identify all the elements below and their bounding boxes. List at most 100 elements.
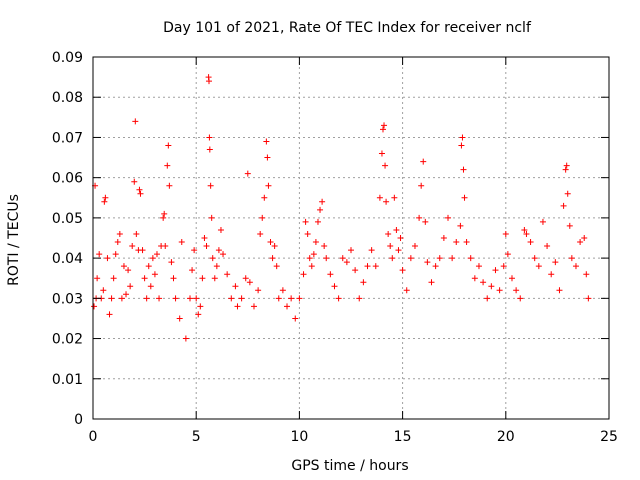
data-point [114, 239, 121, 246]
data-point [376, 194, 383, 201]
data-point [209, 255, 216, 262]
data-point [279, 287, 286, 294]
data-point [261, 194, 268, 201]
y-tick-label: 0.09 [52, 50, 83, 66]
data-point [502, 230, 509, 237]
data-point [193, 295, 200, 302]
data-point [217, 226, 224, 233]
data-point [395, 247, 402, 254]
x-tick-label: 15 [394, 429, 412, 445]
data-point [508, 275, 515, 282]
data-point [397, 235, 404, 241]
data-point [161, 210, 168, 217]
data-point [420, 158, 427, 165]
data-point [403, 287, 410, 294]
data-point [496, 287, 503, 294]
data-point [572, 263, 579, 270]
y-axis-title: ROTI / TECUs [6, 194, 22, 286]
data-point [120, 263, 127, 270]
data-point [224, 271, 231, 278]
data-point [211, 275, 218, 282]
data-point [153, 251, 160, 258]
data-point [364, 263, 371, 270]
data-point [453, 239, 460, 246]
data-point [165, 142, 172, 149]
data-point [458, 142, 465, 149]
data-point [389, 255, 396, 262]
data-point [145, 263, 152, 270]
data-point [356, 295, 363, 302]
data-point [164, 162, 171, 169]
data-point [314, 218, 321, 225]
data-point [182, 335, 189, 342]
data-point [527, 239, 534, 246]
data-point [449, 255, 456, 262]
x-tick-label: 0 [89, 429, 98, 445]
y-tick-label: 0 [74, 412, 83, 428]
data-point [308, 263, 315, 270]
data-point [381, 122, 388, 129]
data-point [250, 303, 257, 310]
y-tick-label: 0.04 [52, 251, 83, 267]
y-tick-label: 0.01 [52, 372, 83, 388]
data-point [583, 271, 590, 278]
data-point [312, 239, 319, 246]
data-point [372, 263, 379, 270]
x-tick-labels: 0 5 10 15 20 25 [89, 429, 618, 445]
data-point [504, 251, 511, 258]
data-point [521, 226, 528, 233]
data-point [523, 230, 530, 237]
data-point [399, 267, 406, 274]
data-point [564, 190, 571, 197]
data-point [110, 275, 117, 282]
data-point [127, 283, 134, 290]
data-point [203, 243, 210, 250]
data-point [234, 303, 241, 310]
data-point [96, 251, 103, 258]
data-point [149, 255, 156, 262]
data-point [385, 230, 392, 237]
data-point [556, 287, 563, 294]
data-point [306, 255, 313, 262]
data-point [339, 255, 346, 262]
data-point [199, 275, 206, 282]
data-point [139, 247, 146, 254]
data-point [568, 255, 575, 262]
data-point [300, 271, 307, 278]
data-point [257, 230, 264, 237]
data-point [382, 162, 389, 169]
data-point [407, 255, 414, 262]
data-point [368, 247, 375, 254]
data-point [160, 214, 167, 221]
data-point [428, 279, 435, 286]
y-tick-label: 0.03 [52, 291, 83, 307]
data-point [424, 259, 431, 266]
data-point [101, 198, 108, 205]
data-point [544, 243, 551, 250]
x-tick-label: 25 [600, 429, 618, 445]
grid-lines [93, 57, 609, 419]
data-point [296, 295, 303, 302]
data-point [422, 218, 429, 225]
data-point [317, 206, 324, 213]
data-point [104, 255, 111, 262]
data-point [178, 239, 185, 246]
data-point [273, 263, 280, 270]
data-point [416, 214, 423, 221]
data-point [195, 311, 202, 318]
data-point [548, 271, 555, 278]
y-tick-label: 0.07 [52, 130, 83, 146]
data-point [125, 267, 132, 274]
data-point [132, 118, 139, 125]
data-point [321, 243, 328, 250]
data-point [436, 255, 443, 262]
data-point [480, 279, 487, 286]
data-point [513, 287, 520, 294]
tick-marks [92, 56, 610, 420]
data-point [343, 259, 350, 266]
data-point [147, 283, 154, 290]
data-point [484, 295, 491, 302]
data-point [264, 154, 271, 161]
data-point [259, 214, 266, 221]
